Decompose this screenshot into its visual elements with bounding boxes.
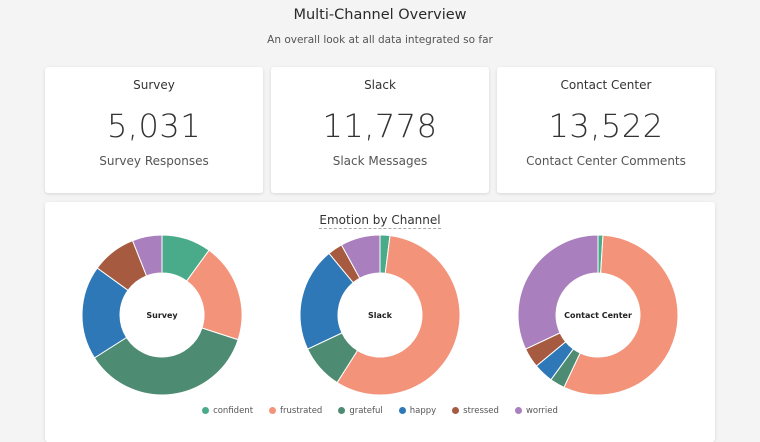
card-subtitle: Contact Center Comments [526,154,686,168]
emotion-panel: Emotion by Channel Survey Slack Contact Ce… [45,202,715,442]
legend-label: happy [409,406,437,416]
donut-center-label: Slack [368,311,393,320]
panel-title: Emotion by Channel [45,213,715,229]
legend-label: worried [525,406,558,416]
survey-card: Survey 5,031 Survey Responses [45,67,263,193]
slice-frustrated[interactable] [563,234,679,396]
slice-worried[interactable] [517,234,599,350]
chart-legend: confident frustrated grateful happy stressed… [45,406,715,416]
legend-dot [452,407,460,414]
legend-item-grateful[interactable]: grateful [338,406,383,416]
legend-item-happy[interactable]: happy [398,406,437,416]
legend-label: grateful [349,406,383,416]
legend-label: stressed [463,406,499,416]
legend-item-confident[interactable]: confident [202,406,253,416]
legend-dot [338,407,346,414]
legend-label: frustrated [280,406,323,416]
donut-center-label: Contact Center [564,311,632,320]
legend-dot [202,407,210,414]
slack-card: Slack 11,778 Slack Messages [271,67,489,193]
card-value: 5,031 [106,107,202,145]
page-title: Multi-Channel Overview [293,7,467,23]
page-subtitle: An overall look at all data integrated s… [267,34,493,46]
legend-dot [269,407,277,414]
card-subtitle: Slack Messages [332,154,428,168]
donut-charts: Survey Slack Contact Center [81,234,679,396]
card-value: 11,778 [322,107,438,145]
legend-item-frustrated[interactable]: frustrated [269,406,322,416]
legend-dot [514,407,522,414]
card-title: Survey [133,78,175,92]
slice-worried[interactable] [131,234,163,277]
legend-item-stressed[interactable]: stressed [452,406,499,416]
donut-center-label: Survey [146,311,178,320]
legend-item-worried[interactable]: worried [514,406,558,416]
card-title: Slack [364,78,396,92]
legend-dot [398,407,406,414]
legend-label: confident [213,406,254,416]
contact-center-card: Contact Center 13,522 Contact Center Com… [497,67,715,193]
panel-title-text: Emotion by Channel [319,213,441,229]
card-title: Contact Center [560,78,652,92]
card-value: 13,522 [548,107,664,145]
card-subtitle: Survey Responses [99,154,209,168]
slice-frustrated[interactable] [336,235,461,396]
slice-grateful[interactable] [93,327,239,396]
slice-worried[interactable] [340,234,381,279]
